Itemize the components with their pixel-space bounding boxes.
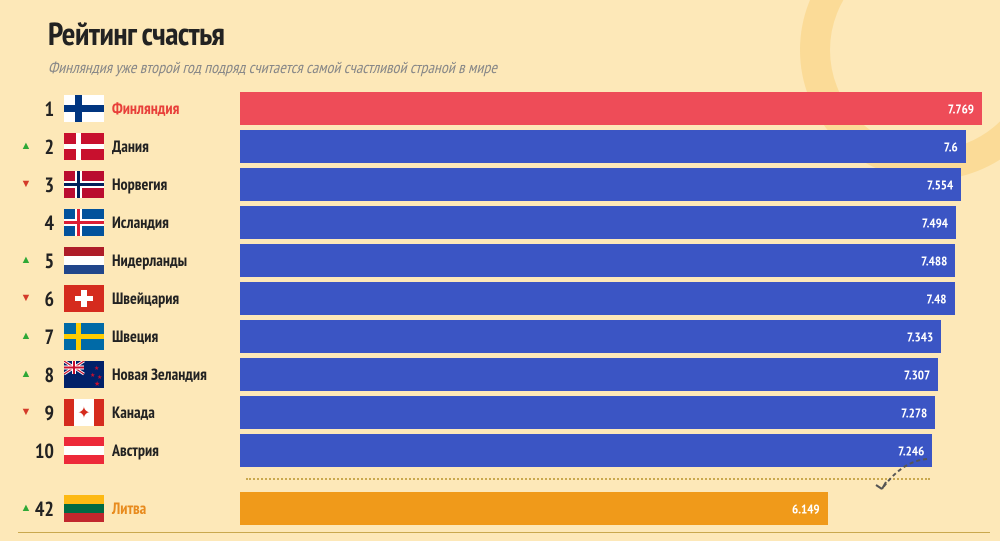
bar-row: ▼3 Норвегия 7.554 xyxy=(18,168,990,201)
country-label: Австрия xyxy=(112,441,240,461)
bar-row: ▲7 Швеция 7.343 xyxy=(18,320,990,353)
bar-row: ▲5 Нидерланды 7.488 xyxy=(18,244,990,277)
bar-track: 7.278 xyxy=(240,396,982,429)
bar-track: 7.246 xyxy=(240,434,982,467)
country-label: Новая Зеландия xyxy=(112,365,240,385)
bar-value: 7.343 xyxy=(907,328,933,345)
bar-row: 10 Австрия7.246 xyxy=(18,434,990,467)
bar-track: 7.6 xyxy=(240,130,982,163)
chart-canvas: Рейтинг счастья Финляндия уже второй год… xyxy=(0,0,1000,541)
country-label: Канада xyxy=(112,403,240,423)
bar-value: 7.554 xyxy=(927,176,953,193)
chart-content: Рейтинг счастья Финляндия уже второй год… xyxy=(18,12,990,535)
bar-fill: 7.769 xyxy=(240,92,982,125)
bar-track: 7.554 xyxy=(240,168,982,201)
flag-icon xyxy=(64,437,104,464)
bar-rows: 1Финляндия7.769▲2Дания7.6▼3Норвегия7.554… xyxy=(18,92,990,467)
bar-row: ▲8★★★★ Новая Зеландия 7.307 xyxy=(18,358,990,391)
svg-text:★: ★ xyxy=(90,371,95,379)
extra-row-container: ▲42 Литва 6.149 xyxy=(18,492,990,525)
country-label: Исландия xyxy=(112,213,240,233)
bar-fill: 6.149 xyxy=(240,492,828,525)
country-label: Литва xyxy=(112,499,240,519)
bar-fill: 7.278 xyxy=(240,396,935,429)
pointer-arrow xyxy=(872,455,932,499)
trend-up-icon: ▲ xyxy=(18,369,34,380)
rank-number: 2 xyxy=(34,134,60,160)
rank-number: 5 xyxy=(34,248,60,274)
flag-icon xyxy=(64,285,104,312)
bar-value: 7.6 xyxy=(944,138,958,155)
rank-number: 6 xyxy=(34,286,60,312)
flag-icon xyxy=(64,209,104,236)
bar-fill: 7.488 xyxy=(240,244,955,277)
rank-number: 9 xyxy=(34,400,60,426)
flag-icon: ★★★★ xyxy=(64,361,104,388)
country-label: Дания xyxy=(112,137,240,157)
bar-track: 7.494 xyxy=(240,206,982,239)
bar-fill: 7.494 xyxy=(240,206,956,239)
bar-row: ▲2 Дания 7.6 xyxy=(18,130,990,163)
bar-value: 7.307 xyxy=(904,366,930,383)
country-label: Финляндия xyxy=(112,99,240,119)
svg-text:★: ★ xyxy=(94,379,100,388)
bar-row: ▲42 Литва 6.149 xyxy=(18,492,990,525)
trend-up-icon: ▲ xyxy=(18,503,34,514)
bar-track: 6.149 xyxy=(240,492,982,525)
trend-down-icon: ▼ xyxy=(18,179,34,190)
rank-number: 8 xyxy=(34,362,60,388)
bar-fill: 7.307 xyxy=(240,358,938,391)
flag-icon xyxy=(64,133,104,160)
svg-text:✦: ✦ xyxy=(77,403,90,423)
bar-track: 7.48 xyxy=(240,282,982,315)
trend-up-icon: ▲ xyxy=(18,255,34,266)
chart-title: Рейтинг счастья xyxy=(48,12,990,54)
bar-track: 7.343 xyxy=(240,320,982,353)
flag-icon xyxy=(64,247,104,274)
bar-value: 7.278 xyxy=(901,404,927,421)
bar-row: ▼6 Швейцария 7.48 xyxy=(18,282,990,315)
country-label: Нидерланды xyxy=(112,251,240,271)
chart-subtitle: Финляндия уже второй год подряд считаетс… xyxy=(48,58,990,78)
bar-value: 7.48 xyxy=(926,290,946,307)
country-label: Швеция xyxy=(112,327,240,347)
trend-up-icon: ▲ xyxy=(18,141,34,152)
bar-value: 7.494 xyxy=(922,214,948,231)
bar-value: 7.488 xyxy=(921,252,947,269)
bar-track: 7.488 xyxy=(240,244,982,277)
bar-track: 7.307 xyxy=(240,358,982,391)
flag-icon xyxy=(64,495,104,522)
rank-number: 7 xyxy=(34,324,60,350)
rank-number: 10 xyxy=(34,438,60,464)
flag-icon xyxy=(64,171,104,198)
bar-value: 7.769 xyxy=(948,100,974,117)
bar-fill: 7.554 xyxy=(240,168,961,201)
rank-number: 42 xyxy=(34,496,60,522)
rank-number: 3 xyxy=(34,172,60,198)
footer-rule xyxy=(18,532,990,533)
country-label: Швейцария xyxy=(112,289,240,309)
trend-down-icon: ▼ xyxy=(18,293,34,304)
rank-number: 4 xyxy=(34,210,60,236)
bar-row: ▼9 ✦ Канада 7.278 xyxy=(18,396,990,429)
country-label: Норвегия xyxy=(112,175,240,195)
trend-up-icon: ▲ xyxy=(18,331,34,342)
flag-icon xyxy=(64,323,104,350)
bar-fill: 7.48 xyxy=(240,282,955,315)
bar-value: 6.149 xyxy=(792,500,820,517)
bar-fill: 7.246 xyxy=(240,434,932,467)
bar-fill: 7.343 xyxy=(240,320,941,353)
bar-row: 1 Финляндия 7.769 xyxy=(18,92,990,125)
bar-row: 4 Исландия 7.494 xyxy=(18,206,990,239)
flag-icon xyxy=(64,95,104,122)
trend-down-icon: ▼ xyxy=(18,407,34,418)
flag-icon: ✦ xyxy=(64,399,104,426)
bar-fill: 7.6 xyxy=(240,130,966,163)
bar-track: 7.769 xyxy=(240,92,982,125)
rank-number: 1 xyxy=(34,96,60,122)
